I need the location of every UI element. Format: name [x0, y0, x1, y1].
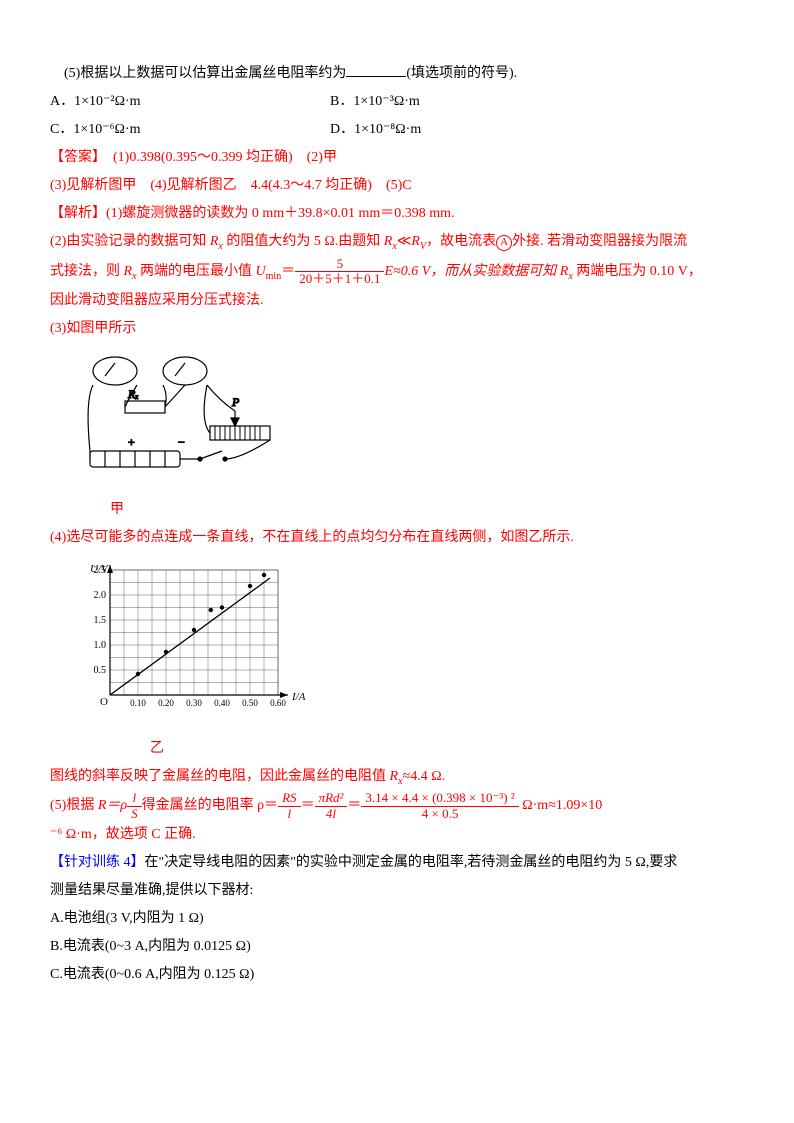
svg-text:P: P	[231, 395, 240, 409]
answer-label: 【答案】	[50, 150, 99, 165]
svg-text:I/A: I/A	[291, 691, 306, 703]
explain-5: (5)根据 R＝ρlS得金属丝的电阻率 ρ＝RSl＝πRd²4l＝3.14 × …	[50, 791, 744, 821]
drill-line1: 【针对训练 4】在"决定导线电阻的因素"的实验中测定金属的电阻率,若待测金属丝的…	[50, 849, 744, 877]
svg-text:2.0: 2.0	[94, 590, 107, 601]
q5-text: (5)根据以上数据可以估算出金属丝电阻率约为	[64, 66, 346, 81]
explain-4: (4)选尽可能多的点连成一条直线，不在直线上的点均匀分布在直线两侧，如图乙所示.	[50, 524, 744, 552]
option-b: B．1×10⁻³Ω·m	[330, 88, 420, 116]
q5-tail: (填选项前的符号).	[406, 66, 517, 81]
svg-text:1.0: 1.0	[94, 640, 107, 651]
svg-text:0.5: 0.5	[94, 665, 107, 676]
explain-2b: 式接法，则 Rx 两端的电压最小值 Umin＝520＋5＋1＋0.1E≈0.6 …	[50, 257, 744, 287]
explain-e1: (1)螺旋测微器的读数为 0 mm＋39.8×0.01 mm＝0.398 mm.	[106, 206, 455, 221]
svg-text:+: +	[128, 435, 135, 449]
svg-text:0.10: 0.10	[130, 698, 146, 708]
option-a: A．1×10⁻²Ω·m	[50, 88, 330, 116]
drill-label: 【针对训练 4】	[50, 855, 145, 870]
fraction-1: 520＋5＋1＋0.1	[295, 257, 384, 287]
svg-text:0.40: 0.40	[214, 698, 230, 708]
svg-text:−: −	[178, 435, 185, 449]
svg-text:0.30: 0.30	[186, 698, 202, 708]
svg-text:0.20: 0.20	[158, 698, 174, 708]
option-d: D．1×10⁻⁸Ω·m	[330, 116, 421, 144]
answer-a1: (1)0.398(0.395～0.399 均正确) (2)甲	[113, 150, 337, 165]
options-row2: C．1×10⁻⁶Ω·m D．1×10⁻⁸Ω·m	[50, 116, 744, 144]
explain-1: 【解析】(1)螺旋测微器的读数为 0 mm＋39.8×0.01 mm＝0.398…	[50, 200, 744, 228]
explain-4b: 图线的斜率反映了金属丝的电阻，因此金属丝的电阻值 Rx≈4.4 Ω.	[50, 763, 744, 792]
svg-text:1.5: 1.5	[94, 615, 107, 626]
caption-yi: 乙	[150, 735, 744, 763]
answer-line2: (3)见解析图甲 (4)见解析图乙 4.4(4.3～4.7 均正确) (5)C	[50, 172, 744, 200]
svg-text:0.60: 0.60	[270, 698, 286, 708]
explain-label: 【解析】	[50, 206, 106, 221]
explain-2a: (2)由实验记录的数据可知 Rx 的阻值大约为 5 Ω.由题知 Rx≪RV，故电…	[50, 228, 744, 257]
option-c: C．1×10⁻⁶Ω·m	[50, 116, 330, 144]
question-5: (5)根据以上数据可以估算出金属丝电阻率约为 (填选项前的符号).	[50, 60, 744, 88]
answer-line1: 【答案】 (1)0.398(0.395～0.399 均正确) (2)甲	[50, 144, 744, 172]
answer-a2: (3)见解析图甲 (4)见解析图乙 4.4(4.3～4.7 均正确) (5)C	[50, 178, 412, 193]
circle-a-icon: A	[496, 235, 512, 251]
drill-c: C.电流表(0~0.6 A,内阻为 0.125 Ω)	[50, 961, 744, 989]
svg-text:2.5: 2.5	[94, 565, 107, 576]
drill-b: B.电流表(0~3 A,内阻为 0.0125 Ω)	[50, 933, 744, 961]
caption-jia: 甲	[110, 496, 744, 524]
drill-line2: 测量结果尽量准确,提供以下器材:	[50, 877, 744, 905]
options-row1: A．1×10⁻²Ω·m B．1×10⁻³Ω·m	[50, 88, 744, 116]
drill-a: A.电池组(3 V,内阻为 1 Ω)	[50, 905, 744, 933]
explain-5b: ⁻⁶ Ω·m，故选项 C 正确.	[50, 821, 744, 849]
graph-yi: U/V I/A O 0.51.01.52.02.5 0.100.200.300.…	[70, 560, 744, 731]
svg-text:O: O	[100, 696, 108, 708]
circuit-diagram: + − Rₓ P	[70, 351, 744, 492]
svg-text:0.50: 0.50	[242, 698, 258, 708]
explain-2c: 因此滑动变阻器应采用分压式接法.	[50, 287, 744, 315]
blank	[346, 62, 406, 77]
explain-3: (3)如图甲所示	[50, 315, 744, 343]
drill-text: 在"决定导线电阻的因素"的实验中测定金属的电阻率,若待测金属丝的电阻约为 5 Ω…	[145, 855, 678, 870]
